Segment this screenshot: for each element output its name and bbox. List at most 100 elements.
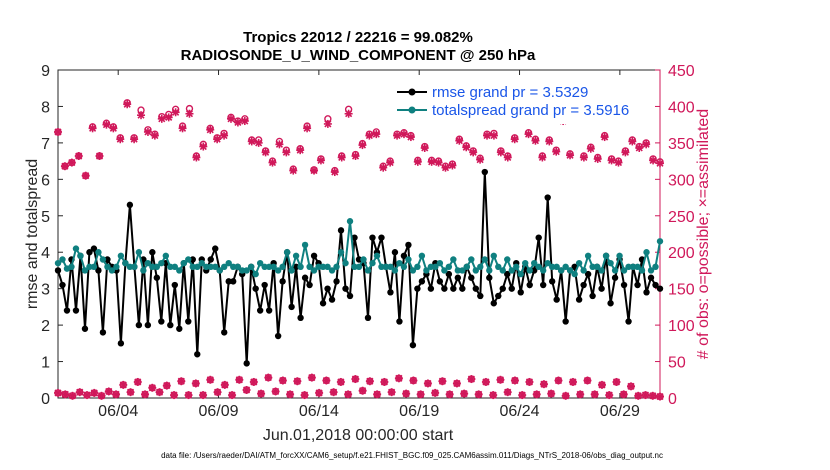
totalspread-series xyxy=(54,218,664,278)
obs-assimilated-marker xyxy=(621,148,630,157)
totalspread-point xyxy=(373,252,381,260)
totalspread-point xyxy=(423,267,430,274)
totalspread-point xyxy=(95,249,102,256)
obs-assimilated-marker-low xyxy=(416,390,425,399)
obs-assimilated-marker xyxy=(566,151,575,160)
obs-assimilated-marker xyxy=(496,148,505,157)
obs-assimilated-marker-low xyxy=(191,379,200,388)
obs-assimilated-marker xyxy=(74,152,83,161)
totalspread-point xyxy=(131,263,138,270)
obs-assimilated-marker xyxy=(220,131,229,140)
obs-assimilated-marker xyxy=(157,114,166,123)
obs-assimilated-marker-low xyxy=(242,385,251,394)
y-right-tick-label: 300 xyxy=(668,172,695,189)
obs-assimilated-marker-low xyxy=(119,380,128,389)
obs-assimilated-marker-low xyxy=(452,379,461,388)
rmse-point xyxy=(427,285,435,292)
obs-assimilated-marker xyxy=(420,143,429,152)
x-tick-label: 06/24 xyxy=(500,403,540,420)
x-tick-label: 06/09 xyxy=(199,403,239,420)
totalspread-point xyxy=(562,263,569,270)
totalspread-point xyxy=(162,252,170,260)
totalspread-point xyxy=(580,267,587,274)
obs-assimilated-marker xyxy=(586,144,595,153)
obs-assimilated-marker xyxy=(524,130,533,139)
obs-assimilated-marker-low xyxy=(133,377,142,386)
rmse-point xyxy=(620,281,628,289)
y-right-tick-label: 450 xyxy=(668,63,695,80)
totalspread-point xyxy=(238,267,246,274)
rmse-point xyxy=(333,278,340,285)
x-tick-label: 06/14 xyxy=(299,403,339,420)
obs-assimilated-marker-low xyxy=(184,391,193,400)
obs-assimilated-marker xyxy=(213,135,222,144)
obs-assimilated-marker xyxy=(226,114,235,123)
rmse-point xyxy=(337,227,345,234)
obs-assimilated-marker-low xyxy=(431,388,440,397)
totalspread-point xyxy=(230,263,237,270)
totalspread-point xyxy=(207,263,214,270)
obs-assimilated-marker-low xyxy=(358,386,367,395)
rmse-point xyxy=(256,307,264,314)
obs-assimilated-marker xyxy=(635,143,644,152)
totalspread-point xyxy=(400,263,408,270)
obs-assimilated-marker-low xyxy=(605,391,614,400)
rmse-point xyxy=(328,296,336,303)
totalspread-point xyxy=(468,256,475,263)
obs-assimilated-marker-low xyxy=(329,388,338,397)
y-axis-right-label: # of obs: o=possible; ×=assimilated xyxy=(695,109,712,359)
totalspread-point xyxy=(378,263,385,270)
rmse-point xyxy=(396,318,403,325)
rmse-point xyxy=(387,289,394,296)
totalspread-point xyxy=(472,267,480,274)
rmse-point xyxy=(297,314,304,322)
rmse-point xyxy=(495,292,502,300)
totalspread-point xyxy=(620,267,628,274)
rmse-point xyxy=(548,278,556,285)
y-right-tick-label: 350 xyxy=(668,136,695,153)
obs-assimilated-marker-low xyxy=(402,389,411,398)
obs-assimilated-marker-low xyxy=(460,389,469,398)
obs-assimilated-marker xyxy=(116,135,125,144)
totalspread-point xyxy=(108,267,116,274)
rmse-point xyxy=(441,285,448,292)
footnote: data file: /Users/raeder/DAI/ATM_forcXX/… xyxy=(161,451,663,460)
obs-assimilated-marker-low xyxy=(597,380,606,389)
rmse-point xyxy=(468,274,475,281)
chart-subtitle: RADIOSONDE_U_WIND_COMPONENT @ 250 hPa xyxy=(181,47,536,64)
totalspread-point xyxy=(234,263,241,270)
totalspread-point xyxy=(185,256,192,263)
totalspread-point xyxy=(90,263,98,270)
obs-assimilated-marker xyxy=(310,166,319,175)
obs-assimilated-marker-low xyxy=(583,376,592,385)
rmse-point xyxy=(544,194,551,201)
plot-area xyxy=(57,69,661,399)
rmse-point xyxy=(351,234,358,241)
totalspread-point xyxy=(104,263,111,270)
totalspread-point xyxy=(81,267,89,274)
y-left-tick-label: 2 xyxy=(41,318,50,335)
rmse-point xyxy=(81,325,89,332)
totalspread-point xyxy=(548,263,556,270)
rmse-point xyxy=(607,300,614,307)
obs-assimilated-marker xyxy=(656,159,664,168)
rmse-point xyxy=(553,296,560,303)
obs-assimilated-marker-low xyxy=(467,375,476,384)
totalspread-point xyxy=(607,259,614,267)
obs-assimilated-marker xyxy=(593,154,602,163)
y-axis-left: 0 1 2 3 4 5 6 7 8 9 xyxy=(41,63,63,408)
obs-assimilated-marker xyxy=(337,153,346,162)
obs-assimilated-marker xyxy=(206,125,215,134)
rmse-point xyxy=(481,168,488,176)
rmse-point xyxy=(207,256,214,263)
totalspread-point xyxy=(301,241,309,249)
totalspread-point xyxy=(369,259,376,267)
obs-assimilated-marker-low xyxy=(648,391,657,400)
legend-rmse-label: rmse grand pr = 3.5329 xyxy=(432,84,588,101)
rmse-point xyxy=(194,351,201,358)
obs-assimilated-marker-low xyxy=(344,390,353,399)
totalspread-point xyxy=(265,263,273,270)
totalspread-point xyxy=(441,267,448,274)
rmse-point xyxy=(324,285,331,292)
rmse-point xyxy=(355,256,363,263)
